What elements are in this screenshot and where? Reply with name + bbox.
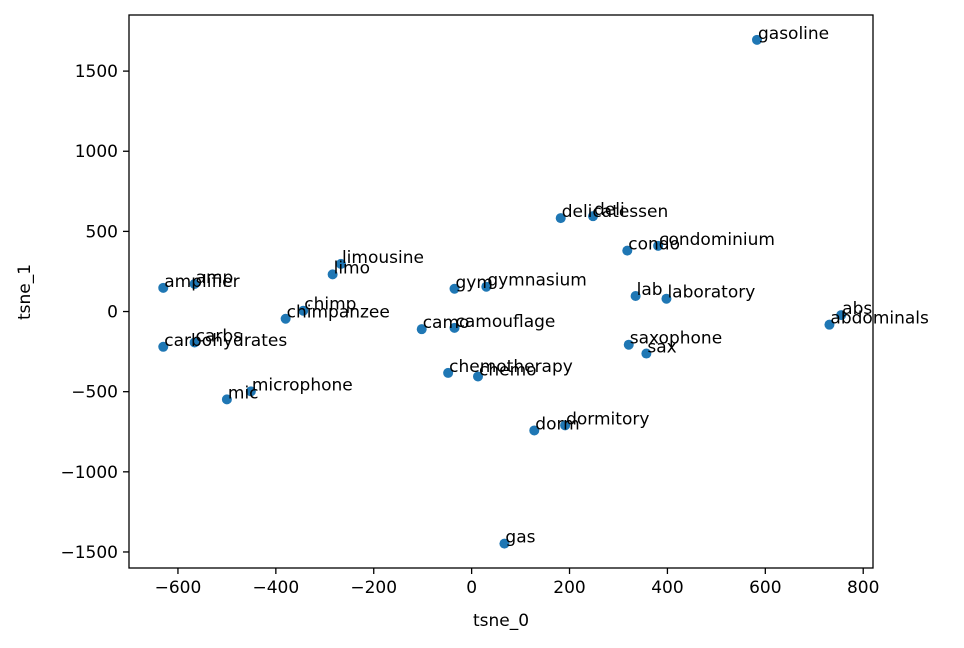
- point-label: deli: [594, 200, 625, 220]
- x-tick-label: 0: [466, 578, 477, 598]
- point-label: lab: [637, 280, 663, 300]
- point-label: mic: [228, 383, 259, 403]
- y-tick-label: −1500: [60, 543, 118, 563]
- point-label: delicatessen: [562, 202, 669, 222]
- scatter-point: [641, 348, 652, 359]
- point-label: gymnasium: [487, 271, 587, 291]
- point-label: carbs: [196, 326, 243, 346]
- point-label: camouflage: [456, 312, 556, 332]
- scatter-point: [481, 281, 492, 292]
- y-tick-label: −500: [71, 383, 118, 403]
- scatter-point: [588, 211, 599, 222]
- point-label: carbohydrates: [164, 331, 287, 351]
- point-label: camo: [423, 313, 470, 333]
- x-tick-label: 800: [847, 578, 879, 598]
- scatter-point: [836, 310, 847, 321]
- scatter-point: [298, 305, 309, 316]
- scatter-point: [189, 337, 200, 348]
- scatter-point: [555, 213, 566, 224]
- y-tick-label: 500: [86, 222, 118, 242]
- point-label: limo: [334, 258, 370, 278]
- plot-frame: [128, 14, 874, 569]
- x-tick-label: 600: [749, 578, 781, 598]
- scatter-point: [443, 367, 454, 378]
- x-tick-label: 200: [553, 578, 585, 598]
- scatter-point: [189, 278, 200, 289]
- point-label: abdominals: [830, 309, 929, 329]
- scatter-point: [529, 425, 540, 436]
- scatter-point: [335, 258, 346, 269]
- point-label: dormitory: [566, 409, 649, 429]
- chart-marks: [158, 34, 847, 549]
- point-label: chemo: [479, 360, 537, 380]
- point-label: microphone: [252, 375, 353, 395]
- scatter-point: [280, 313, 291, 324]
- point-label: sax: [647, 338, 676, 358]
- scatter-point: [449, 322, 460, 333]
- scatter-point: [221, 394, 232, 405]
- scatter-point: [630, 290, 641, 301]
- scatter-point: [245, 386, 256, 397]
- scatter-point: [751, 34, 762, 45]
- scatter-point: [560, 420, 571, 431]
- scatter-point: [499, 538, 510, 549]
- y-tick-label: 1500: [75, 62, 118, 82]
- y-tick-label: 1000: [75, 142, 118, 162]
- point-label: chemotherapy: [449, 357, 573, 377]
- scatter-point: [653, 240, 664, 251]
- scatter-point: [623, 339, 634, 350]
- point-label: chimpanzee: [287, 303, 390, 323]
- x-tick-label: −600: [155, 578, 202, 598]
- scatter-point: [661, 293, 672, 304]
- x-tick-label: −400: [252, 578, 299, 598]
- scatter-point: [158, 341, 169, 352]
- point-label: limousine: [342, 248, 424, 268]
- scatter-point: [449, 283, 460, 294]
- y-axis-ticks: −1500 −1000 −500 0 500 1000 1500: [60, 62, 129, 563]
- x-axis-label: tsne_0: [473, 611, 529, 631]
- point-label: dorm: [535, 414, 579, 434]
- point-label: condominium: [659, 230, 775, 250]
- point-label: gym: [456, 273, 493, 293]
- point-label: gasoline: [758, 24, 829, 44]
- point-label: amplifier: [164, 272, 239, 292]
- point-label: condo: [628, 235, 680, 255]
- x-axis-ticks: −600 −400 −200 0 200 400 600 800: [155, 568, 879, 598]
- point-label: chimp: [304, 295, 356, 315]
- scatter-point: [416, 324, 427, 335]
- y-tick-label: 0: [107, 303, 118, 323]
- x-tick-label: 400: [651, 578, 683, 598]
- scatter-point: [327, 269, 338, 280]
- point-label: saxophone: [630, 329, 722, 349]
- scatter-point: [472, 371, 483, 382]
- point-label: abs: [842, 299, 872, 319]
- point-label: gas: [505, 528, 535, 548]
- scatter-point: [824, 319, 835, 330]
- scatter-point: [158, 282, 169, 293]
- point-label: laboratory: [667, 283, 755, 303]
- point-label: amp: [196, 268, 234, 288]
- scatter-point: [622, 245, 633, 256]
- x-tick-label: −200: [350, 578, 397, 598]
- y-tick-label: −1000: [60, 463, 118, 483]
- y-axis-label: tsne_1: [15, 264, 35, 320]
